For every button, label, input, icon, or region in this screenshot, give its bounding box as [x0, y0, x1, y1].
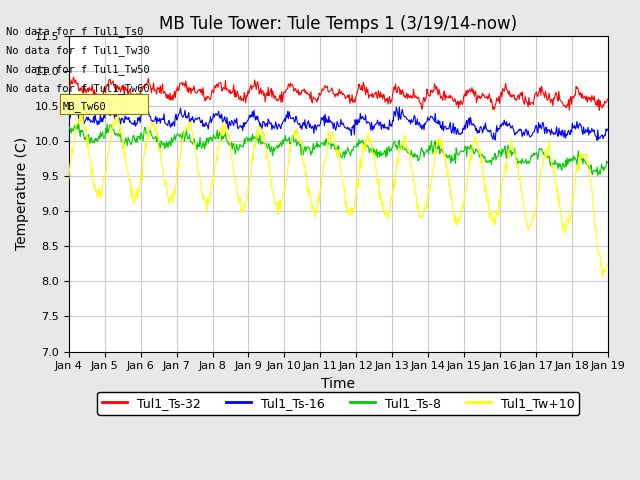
Text: MB_Tw60: MB_Tw60: [63, 101, 106, 112]
Title: MB Tule Tower: Tule Temps 1 (3/19/14-now): MB Tule Tower: Tule Temps 1 (3/19/14-now…: [159, 15, 517, 33]
X-axis label: Time: Time: [321, 377, 355, 391]
Legend: Tul1_Ts-32, Tul1_Ts-16, Tul1_Ts-8, Tul1_Tw+10: Tul1_Ts-32, Tul1_Ts-16, Tul1_Ts-8, Tul1_…: [97, 392, 579, 415]
Text: No data for f Tul1_Tw30: No data for f Tul1_Tw30: [6, 45, 150, 56]
Text: No data for f Tul1_Ts0: No data for f Tul1_Ts0: [6, 25, 144, 36]
Text: No data for f Tul1_Tw50: No data for f Tul1_Tw50: [6, 64, 150, 75]
FancyBboxPatch shape: [60, 94, 148, 114]
Y-axis label: Temperature (C): Temperature (C): [15, 137, 29, 250]
Text: No data for f Tul1_Tw60: No data for f Tul1_Tw60: [6, 83, 150, 94]
